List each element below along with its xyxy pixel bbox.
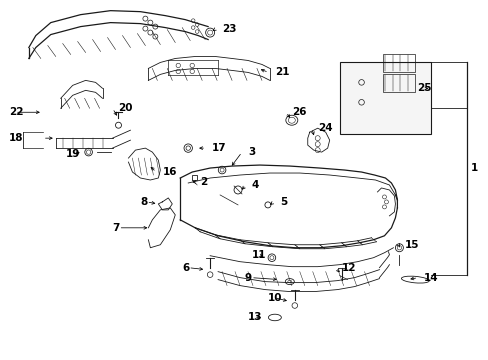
Text: 19: 19 bbox=[65, 149, 80, 159]
Text: 6: 6 bbox=[182, 263, 189, 273]
Text: 12: 12 bbox=[341, 263, 355, 273]
Text: 9: 9 bbox=[244, 273, 252, 283]
Text: 20: 20 bbox=[118, 103, 133, 113]
Bar bbox=[339, 62, 430, 134]
Text: 2: 2 bbox=[200, 177, 207, 187]
Text: 14: 14 bbox=[424, 273, 438, 283]
Text: 17: 17 bbox=[212, 143, 226, 153]
Bar bbox=[192, 175, 197, 180]
Text: 3: 3 bbox=[247, 147, 255, 157]
Text: 15: 15 bbox=[404, 240, 418, 250]
Text: 5: 5 bbox=[279, 197, 286, 207]
Bar bbox=[383, 54, 414, 72]
Text: 4: 4 bbox=[251, 180, 259, 190]
Text: 25: 25 bbox=[416, 84, 431, 93]
Text: 24: 24 bbox=[317, 123, 332, 133]
Text: 11: 11 bbox=[251, 250, 266, 260]
Text: 21: 21 bbox=[274, 67, 289, 77]
Text: 1: 1 bbox=[470, 163, 477, 173]
Text: 13: 13 bbox=[247, 312, 262, 323]
Text: 23: 23 bbox=[222, 24, 236, 33]
Text: 10: 10 bbox=[267, 293, 282, 302]
Text: 22: 22 bbox=[9, 107, 23, 117]
Text: 16: 16 bbox=[162, 167, 177, 177]
Text: 8: 8 bbox=[140, 197, 147, 207]
Text: 7: 7 bbox=[112, 223, 120, 233]
Text: 26: 26 bbox=[291, 107, 305, 117]
Text: 18: 18 bbox=[9, 133, 23, 143]
Bar bbox=[383, 75, 414, 92]
